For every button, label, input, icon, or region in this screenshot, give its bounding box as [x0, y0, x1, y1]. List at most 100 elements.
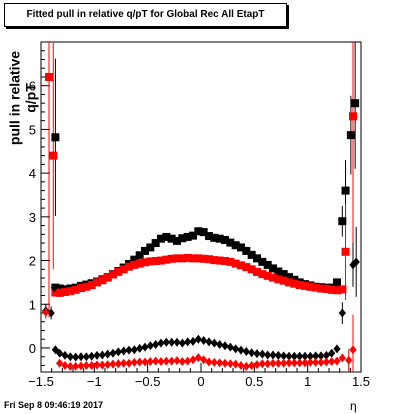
- square-marker: [231, 241, 240, 250]
- square-marker: [130, 260, 139, 269]
- diamond-marker: [248, 360, 256, 370]
- diamond-marker: [285, 351, 293, 361]
- y-tick-label: 6: [29, 79, 36, 94]
- x-tick-label: 0.5: [245, 374, 263, 389]
- diamond-marker: [66, 361, 74, 371]
- square-marker: [103, 273, 112, 282]
- square-marker: [167, 234, 176, 243]
- square-marker: [242, 246, 251, 255]
- square-marker: [221, 256, 229, 265]
- square-marker: [317, 284, 325, 293]
- square-marker: [221, 236, 229, 244]
- diamond-marker: [189, 336, 197, 346]
- square-marker: [135, 259, 144, 268]
- square-marker: [253, 267, 261, 276]
- square-marker: [162, 232, 171, 241]
- diamond-marker: [77, 361, 85, 371]
- diamond-marker: [301, 351, 309, 361]
- square-marker: [269, 273, 277, 282]
- diamond-marker: [56, 348, 64, 358]
- diamond-marker: [184, 337, 192, 347]
- square-marker: [269, 264, 277, 273]
- diamond-marker: [232, 359, 240, 369]
- square-marker: [51, 133, 60, 142]
- square-marker: [194, 254, 203, 263]
- diamond-marker: [120, 358, 128, 368]
- diamond-marker: [114, 359, 122, 369]
- square-marker: [199, 228, 208, 237]
- diamond-marker: [253, 349, 261, 359]
- square-marker: [49, 151, 58, 160]
- diamond-marker: [352, 257, 360, 267]
- plot-frame: [40, 41, 362, 373]
- square-marker: [135, 251, 144, 260]
- diamond-marker: [98, 350, 106, 360]
- x-tick-label: 1: [304, 374, 311, 389]
- square-marker: [341, 247, 350, 256]
- square-marker: [226, 238, 235, 247]
- diamond-marker: [56, 358, 64, 368]
- diamond-marker: [269, 358, 277, 368]
- square-marker: [341, 186, 350, 195]
- square-marker: [263, 271, 272, 280]
- square-marker: [157, 234, 165, 243]
- x-tick-label: −1: [87, 374, 102, 389]
- square-marker: [199, 254, 208, 263]
- square-marker: [346, 131, 355, 140]
- diamond-marker: [98, 360, 106, 370]
- square-marker: [237, 243, 245, 252]
- diamond-marker: [88, 360, 96, 370]
- diamond-marker: [317, 357, 325, 367]
- square-marker: [263, 260, 272, 269]
- diamond-marker: [210, 338, 218, 348]
- diamond-marker: [345, 355, 353, 365]
- diamond-marker: [216, 358, 224, 368]
- error-bars: [42, 42, 360, 372]
- diamond-marker: [114, 347, 122, 357]
- diamond-marker: [104, 349, 112, 359]
- diamond-marker: [152, 339, 160, 349]
- diamond-marker: [205, 337, 213, 347]
- y-tick-label: 5: [29, 122, 36, 137]
- diamond-marker: [88, 351, 96, 361]
- square-marker: [125, 262, 133, 271]
- square-marker: [194, 227, 203, 236]
- diamond-marker: [285, 358, 293, 368]
- diamond-marker: [237, 360, 245, 370]
- square-marker: [173, 254, 181, 263]
- x-tick-label: −1.5: [28, 374, 54, 389]
- diamond-marker: [141, 342, 149, 352]
- diamond-marker: [50, 283, 58, 293]
- x-tick-label: −0.5: [135, 374, 161, 389]
- square-marker: [157, 256, 165, 265]
- diamond-marker: [194, 353, 202, 363]
- diamond-marker: [306, 357, 314, 367]
- square-marker: [210, 256, 219, 265]
- diamond-marker: [242, 346, 250, 356]
- diamond-marker: [125, 345, 133, 355]
- square-marker: [247, 250, 256, 259]
- diamond-marker: [130, 357, 138, 367]
- diamond-marker: [173, 356, 181, 366]
- square-marker: [93, 278, 101, 287]
- diamond-marker: [322, 350, 330, 360]
- square-marker: [45, 72, 53, 81]
- square-marker: [258, 270, 267, 279]
- diamond-marker: [338, 353, 346, 363]
- square-marker: [338, 217, 347, 226]
- diamond-marker: [274, 358, 282, 368]
- diamond-marker: [162, 356, 170, 366]
- diamond-marker: [146, 357, 154, 367]
- square-marker: [311, 283, 320, 292]
- square-marker: [189, 254, 197, 263]
- diamond-marker: [312, 351, 320, 361]
- diamond-marker: [333, 344, 341, 354]
- diamond-marker: [184, 356, 192, 366]
- square-marker: [167, 254, 176, 263]
- square-marker: [71, 285, 80, 294]
- square-marker: [114, 267, 123, 276]
- diamond-marker: [109, 348, 117, 358]
- square-marker: [290, 279, 299, 288]
- square-marker: [301, 281, 309, 290]
